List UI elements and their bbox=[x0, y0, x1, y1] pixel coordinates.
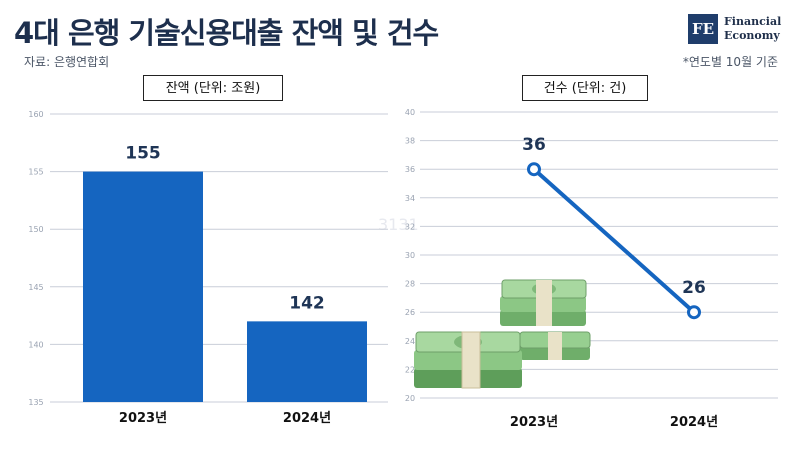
line-y-tick-label: 36 bbox=[405, 165, 415, 174]
line-point bbox=[527, 162, 541, 177]
line-point bbox=[687, 305, 701, 320]
bar-y-tick-label: 135 bbox=[28, 398, 43, 407]
bar-value-label: 155 bbox=[125, 144, 161, 164]
line-x-tick-label: 2024년 bbox=[670, 415, 718, 430]
line-y-tick-label: 20 bbox=[405, 394, 415, 403]
source-note: 자료: 은행연합회 bbox=[24, 55, 110, 69]
line-value-label: 36 bbox=[522, 135, 546, 155]
line-chart-title: 건수 (단위: 건) bbox=[522, 75, 648, 101]
line-y-tick-label: 22 bbox=[405, 365, 415, 374]
series-line bbox=[532, 167, 696, 314]
line-y-tick-label: 28 bbox=[405, 280, 415, 289]
line-y-tick-label: 32 bbox=[405, 222, 415, 231]
bar-x-tick-label: 2023년 bbox=[119, 411, 167, 426]
line-y-tick-label: 30 bbox=[405, 251, 415, 260]
line-y-tick-label: 34 bbox=[405, 194, 415, 203]
line-y-tick-label: 26 bbox=[405, 308, 415, 317]
logo-wordmark: Financial Economy bbox=[724, 15, 781, 43]
brand-logo: FE Financial Economy bbox=[688, 14, 792, 48]
bar-y-tick-label: 155 bbox=[28, 168, 43, 177]
bar-y-tick-label: 145 bbox=[28, 283, 43, 292]
watermark: 3131 bbox=[378, 215, 419, 234]
bar-x-tick-label: 2024년 bbox=[283, 411, 331, 426]
basis-note: *연도별 10월 기준 bbox=[682, 55, 778, 69]
line-y-tick-label: 38 bbox=[405, 137, 415, 146]
money-stack-illustration bbox=[414, 279, 591, 389]
line-y-tick-label: 40 bbox=[405, 108, 415, 117]
bar bbox=[247, 321, 367, 402]
line-y-tick-label: 24 bbox=[405, 337, 415, 346]
bar-value-label: 142 bbox=[289, 293, 325, 313]
logo-line-1: Financial bbox=[724, 15, 782, 28]
logo-line-2: Economy bbox=[724, 29, 780, 42]
bar-y-tick-label: 150 bbox=[28, 225, 43, 234]
bar bbox=[83, 171, 203, 402]
bar-y-tick-label: 140 bbox=[28, 340, 43, 349]
page-title: 4대 은행 기술신용대출 잔액 및 건수 bbox=[14, 16, 439, 50]
bar-chart-title: 잔액 (단위: 조원) bbox=[143, 75, 283, 101]
line-value-label: 26 bbox=[682, 278, 706, 298]
bar-y-tick-label: 160 bbox=[28, 110, 43, 119]
logo-mark: FE bbox=[688, 14, 718, 44]
line-x-tick-label: 2023년 bbox=[510, 415, 558, 430]
